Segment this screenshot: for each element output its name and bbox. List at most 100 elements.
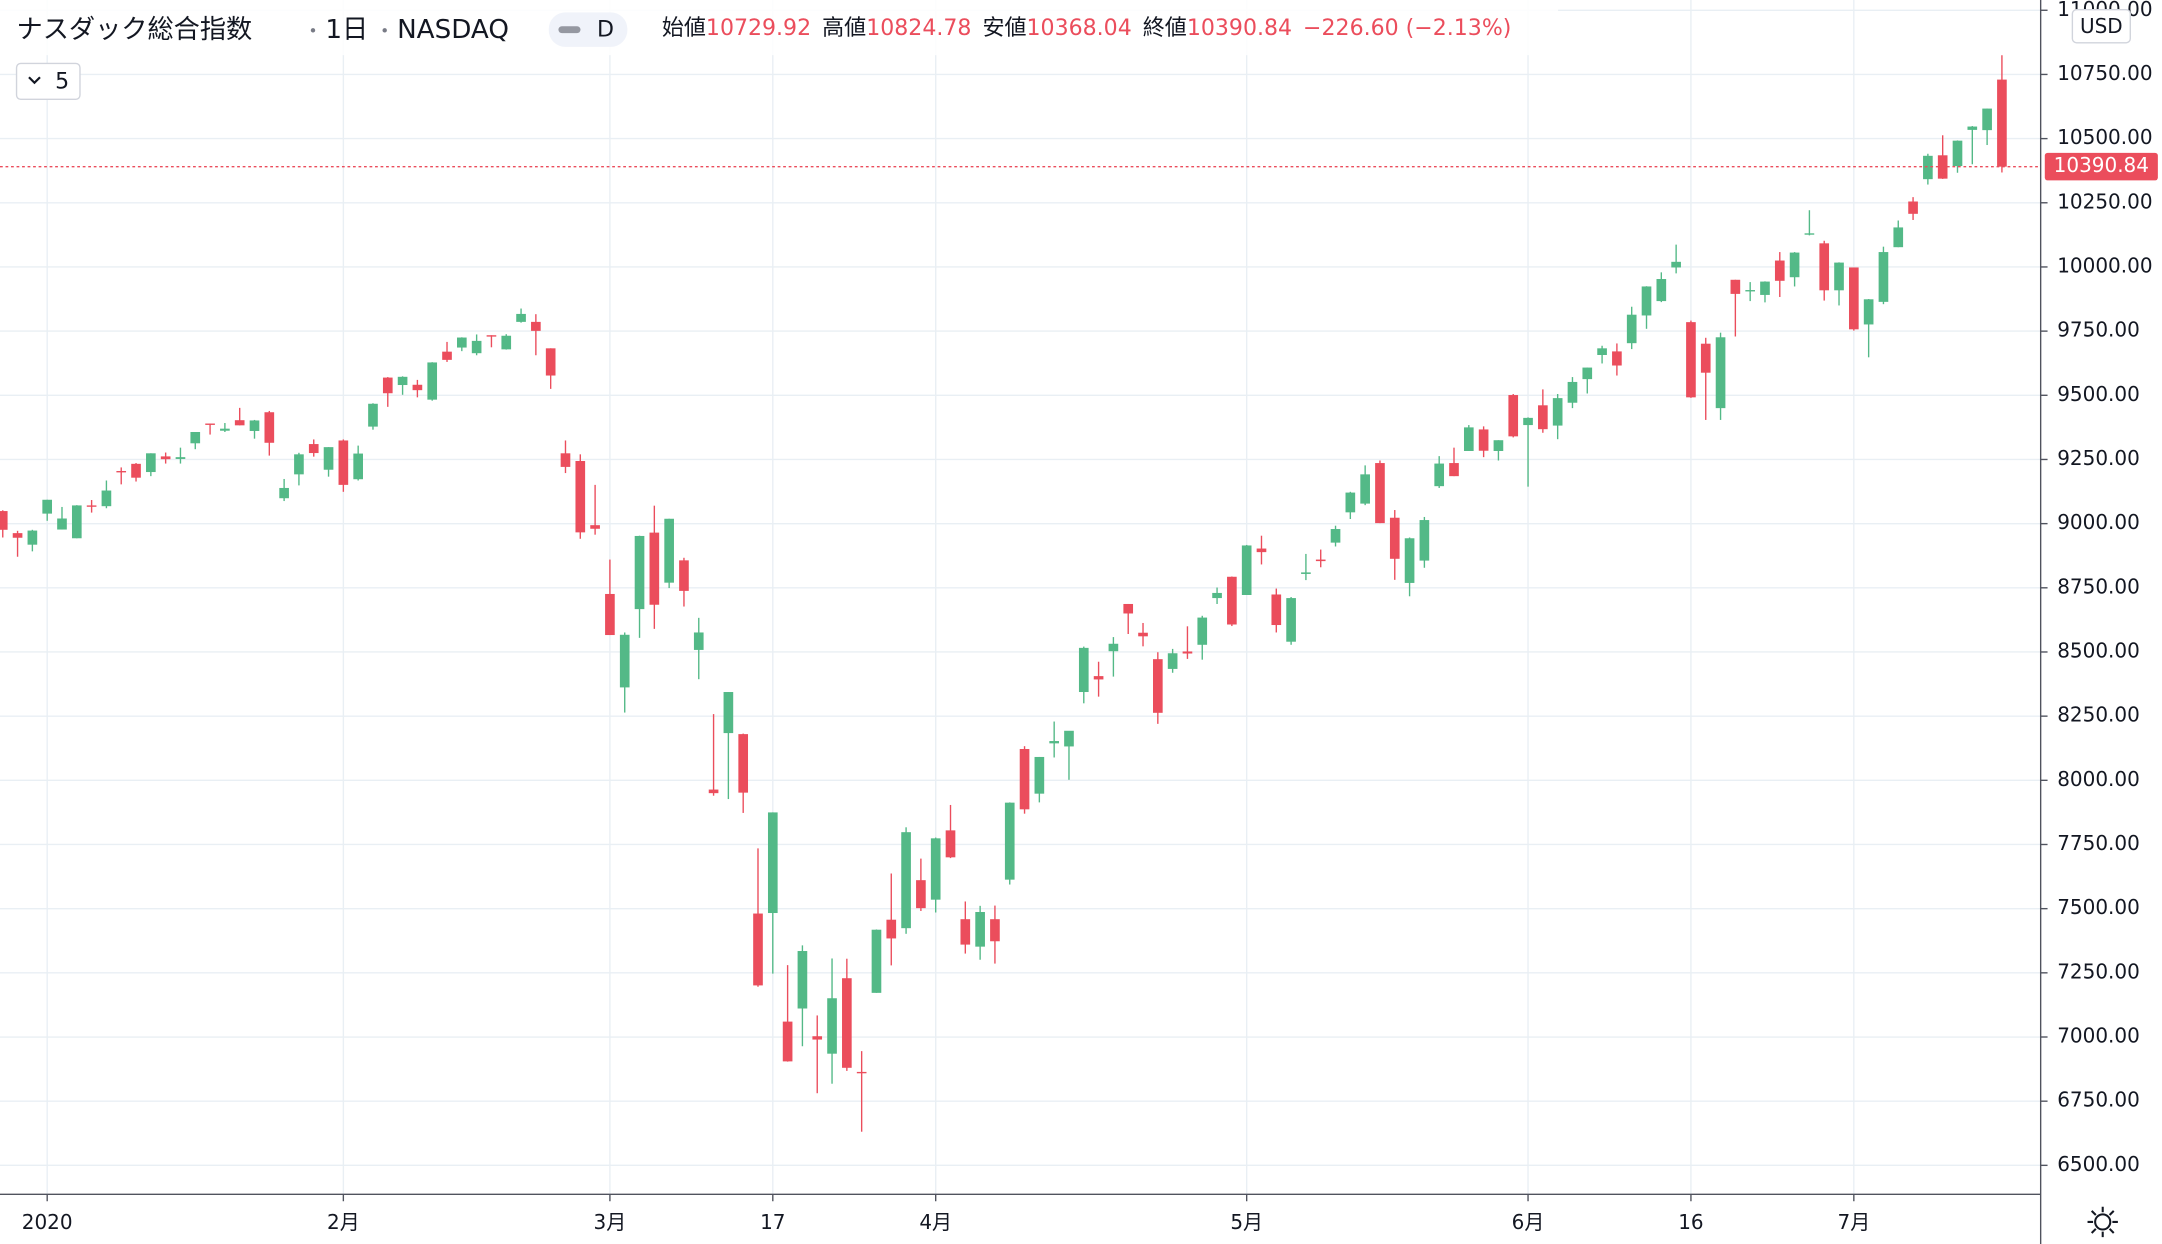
candle-body	[1567, 381, 1578, 403]
legend-low-label: 安値	[982, 16, 1026, 41]
candle-body	[1700, 343, 1711, 373]
candle-body	[1493, 440, 1504, 451]
candle-body	[930, 838, 941, 900]
candle-body	[486, 335, 497, 337]
candle-body	[57, 518, 67, 530]
candle-body	[1123, 603, 1134, 614]
candle-body	[338, 440, 349, 485]
candle-body	[634, 535, 645, 610]
candle-body	[1908, 201, 1918, 214]
candle-body	[1612, 351, 1622, 366]
candle-body	[782, 1021, 793, 1062]
candle-body	[1271, 594, 1282, 626]
separator	[382, 28, 387, 33]
candle-body	[1241, 545, 1252, 595]
candle-body	[1093, 676, 1104, 680]
settings-icon[interactable]	[2087, 1206, 2118, 1238]
x-tick-label: 3月	[594, 1210, 627, 1234]
settings-rays	[2087, 1206, 2118, 1238]
candle-body	[471, 340, 482, 354]
candle-body	[1760, 281, 1770, 295]
y-tick-label: 8750.00	[2057, 574, 2140, 598]
candle-body	[1478, 429, 1489, 451]
legend-close-label: 終値	[1143, 16, 1187, 41]
candle-body	[1360, 474, 1370, 504]
candle-body	[1182, 651, 1193, 654]
candle-body	[382, 377, 393, 394]
candle-body	[1597, 348, 1607, 355]
separator	[310, 28, 316, 33]
candle-body	[1256, 548, 1267, 553]
candle-body	[175, 457, 186, 459]
candle-body	[708, 789, 719, 794]
candle-body	[190, 431, 201, 444]
candles	[0, 55, 2041, 1132]
candle-body	[220, 428, 230, 431]
candle-body	[1078, 647, 1089, 693]
y-tick-label: 7000.00	[2057, 1024, 2140, 1048]
candle-body	[264, 412, 275, 443]
y-tick-label: 7750.00	[2057, 831, 2140, 855]
candle-body	[842, 978, 852, 1068]
candle-body	[723, 692, 734, 734]
candle-body	[279, 487, 289, 499]
x-tick-label: 2月	[327, 1210, 360, 1234]
candle-body	[1212, 592, 1222, 599]
candle-body	[945, 830, 956, 858]
candle-body	[101, 490, 112, 507]
candle-body	[308, 444, 319, 454]
candle-body	[1552, 398, 1563, 426]
candle-body	[1108, 643, 1119, 652]
candle-body	[1508, 395, 1519, 437]
candle-body	[1538, 405, 1548, 430]
currency: USD	[2080, 14, 2123, 38]
candle-body	[1227, 576, 1237, 625]
candle-body	[1434, 463, 1445, 487]
candle-body	[442, 351, 452, 360]
candle-body	[1034, 756, 1045, 794]
candle-body	[560, 453, 571, 467]
candle-body	[412, 384, 423, 391]
candle-body	[1330, 529, 1341, 543]
y-tick-label: 8500.00	[2057, 638, 2140, 662]
candle-body	[605, 593, 615, 636]
candle-body	[1967, 126, 1978, 130]
legend-change: −226.60 (−2.13%)	[1303, 16, 1511, 41]
candle-body	[575, 461, 586, 533]
candle-body	[397, 376, 408, 386]
candle-body	[1626, 314, 1637, 344]
candle-body	[1893, 227, 1904, 248]
interval: 1日	[325, 15, 368, 45]
candle-body	[812, 1036, 823, 1040]
candle-body	[0, 511, 8, 530]
y-tick-label: 9750.00	[2057, 318, 2140, 342]
candle-body	[353, 453, 363, 480]
candle-body	[649, 532, 660, 605]
candle-body	[738, 734, 749, 793]
x-tick-label: 4月	[919, 1210, 952, 1234]
indicator-toggle[interactable]	[15, 62, 81, 100]
x-tick-label: 2020	[22, 1210, 73, 1234]
candle-body	[590, 525, 600, 529]
badge[interactable]	[548, 12, 628, 47]
candle-body	[1863, 299, 1874, 325]
y-tick-label: 7250.00	[2057, 959, 2140, 983]
candle-body	[1375, 463, 1385, 524]
y-tick-label: 9250.00	[2057, 446, 2140, 470]
currency-box[interactable]	[2071, 8, 2131, 44]
candle-body	[27, 530, 38, 545]
header-bg	[0, 0, 1559, 56]
candle-body	[693, 632, 704, 650]
candle-body	[516, 313, 526, 322]
y-tick-label: 9500.00	[2057, 382, 2140, 406]
y-tick-label: 8250.00	[2057, 703, 2140, 727]
candle-body	[1004, 802, 1015, 880]
price-label: 10390.84	[2054, 153, 2149, 177]
candle-body	[12, 533, 23, 538]
y-tick-label: 9000.00	[2057, 510, 2140, 534]
price-label-box	[2044, 152, 2158, 181]
candle-body	[1997, 79, 2007, 167]
legend-close: 10390.84	[1187, 16, 1292, 41]
candle-body	[531, 321, 541, 331]
